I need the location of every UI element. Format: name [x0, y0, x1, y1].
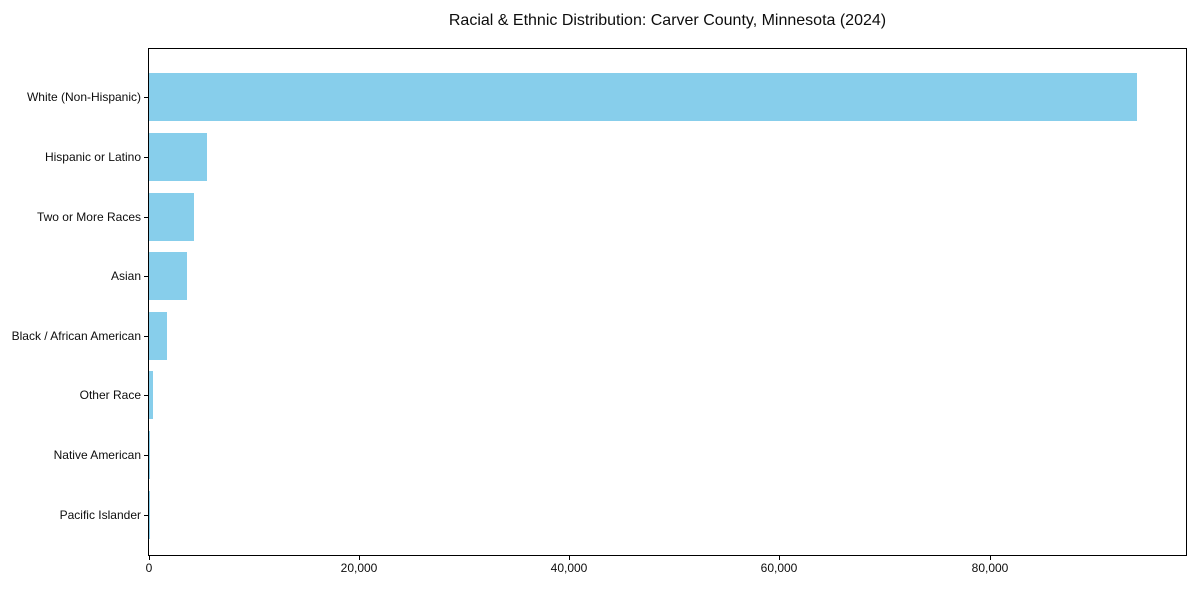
x-tick-label: 20,000: [340, 561, 378, 575]
x-tick-label: 80,000: [971, 561, 1009, 575]
y-tick-label: Black / African American: [11, 328, 141, 343]
bar: [149, 192, 195, 241]
y-tick-mark: [144, 335, 148, 337]
plot-area: [148, 48, 1187, 556]
y-tick-label: White (Non-Hispanic): [26, 90, 141, 105]
y-tick-mark: [144, 216, 148, 218]
y-tick-label: Hispanic or Latino: [44, 150, 141, 164]
y-tick-label: Pacific Islander: [59, 507, 141, 522]
y-tick-mark: [144, 514, 148, 516]
bar: [149, 73, 1137, 122]
chart-title: Racial & Ethnic Distribution: Carver Cou…: [448, 12, 887, 29]
x-tick-mark: [149, 556, 150, 560]
y-tick-label: Asian: [110, 269, 141, 284]
bar: [149, 133, 207, 181]
y-tick-mark: [144, 395, 148, 397]
y-tick-mark: [144, 97, 148, 99]
bar: [149, 431, 151, 479]
bar: [149, 311, 167, 360]
x-tick-mark: [990, 556, 991, 560]
bar: [149, 371, 153, 420]
y-tick-label: Native American: [53, 448, 141, 462]
y-tick-mark: [144, 157, 148, 158]
x-tick-mark: [779, 556, 780, 560]
y-tick-mark: [144, 276, 148, 278]
y-tick-mark: [144, 455, 148, 456]
x-tick-mark: [359, 556, 360, 560]
x-tick-label: 40,000: [550, 561, 588, 575]
bar: [149, 252, 187, 301]
y-tick-label: Two or More Races: [36, 209, 141, 224]
x-tick-mark: [569, 556, 570, 560]
y-tick-label: Other Race: [79, 388, 141, 403]
x-tick-label: 0: [145, 561, 153, 575]
x-tick-label: 60,000: [760, 561, 798, 575]
